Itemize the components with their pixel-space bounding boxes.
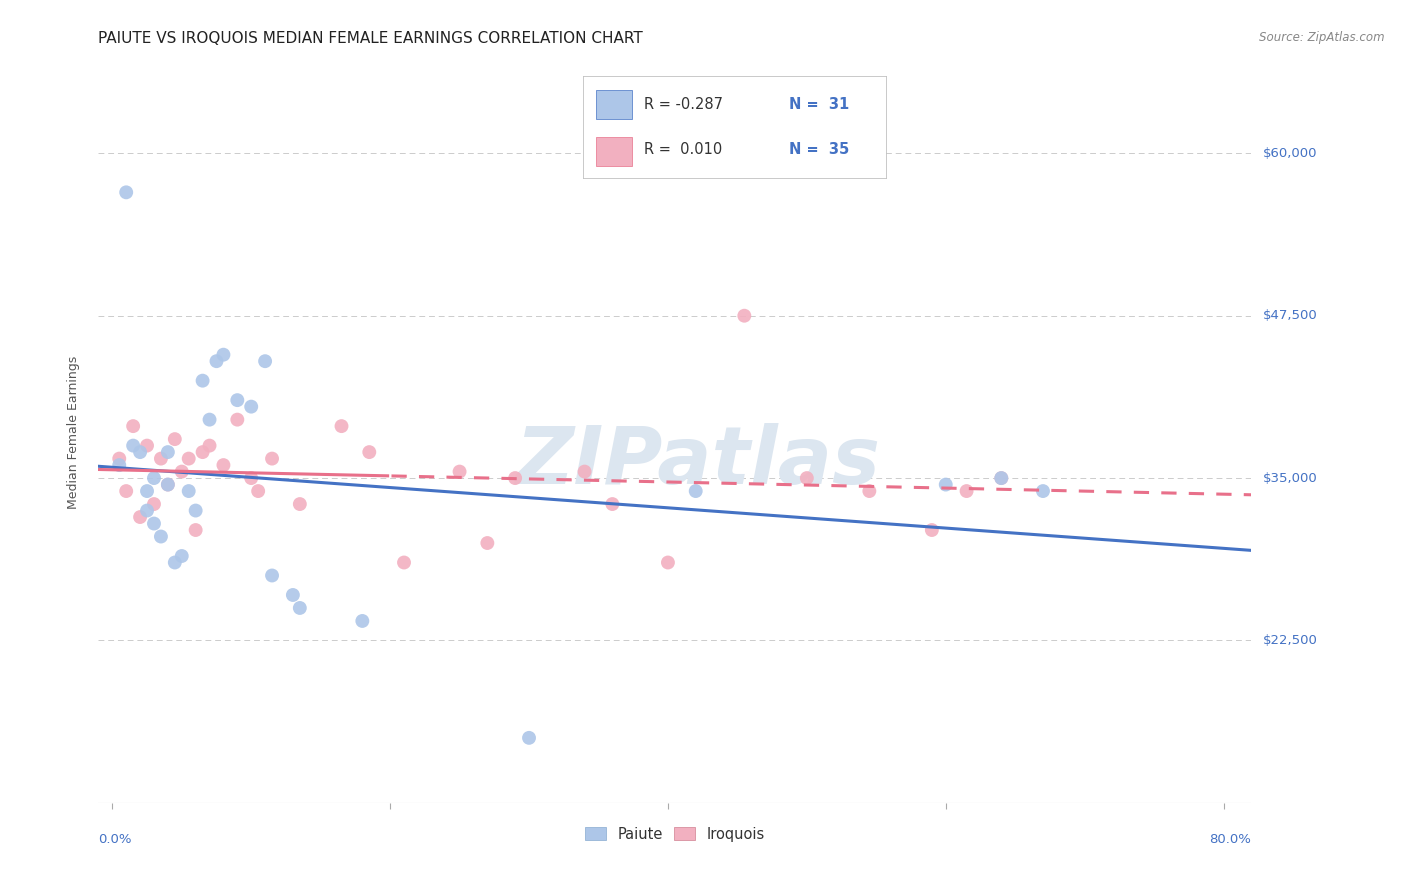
Point xyxy=(240,400,263,414)
Point xyxy=(122,419,145,434)
Text: $60,000: $60,000 xyxy=(1263,147,1317,160)
Point xyxy=(108,458,131,472)
Point xyxy=(574,465,596,479)
Point xyxy=(191,374,214,388)
Point xyxy=(129,445,152,459)
Point xyxy=(170,549,193,563)
Point xyxy=(602,497,624,511)
FancyBboxPatch shape xyxy=(596,90,631,119)
Text: ZIPatlas: ZIPatlas xyxy=(516,423,880,501)
Point xyxy=(247,484,270,499)
Point xyxy=(796,471,818,485)
Point xyxy=(477,536,499,550)
Point xyxy=(921,523,943,537)
Point xyxy=(136,439,159,453)
Point xyxy=(212,348,235,362)
Point xyxy=(136,484,159,499)
Point xyxy=(260,451,283,466)
Point xyxy=(288,497,311,511)
Point xyxy=(177,484,200,499)
Text: 80.0%: 80.0% xyxy=(1209,833,1251,847)
Text: 0.0%: 0.0% xyxy=(98,833,132,847)
Point xyxy=(115,484,138,499)
Point xyxy=(288,601,311,615)
Point xyxy=(990,471,1012,485)
Point xyxy=(990,471,1012,485)
Point xyxy=(122,439,145,453)
Point xyxy=(254,354,277,368)
Point xyxy=(108,451,131,466)
Text: $47,500: $47,500 xyxy=(1263,310,1317,322)
Point xyxy=(281,588,304,602)
Text: R =  0.010: R = 0.010 xyxy=(644,142,723,157)
Point xyxy=(136,503,159,517)
Point xyxy=(198,412,221,426)
Point xyxy=(143,516,166,531)
Text: $35,000: $35,000 xyxy=(1263,472,1317,484)
Point xyxy=(163,432,186,446)
Point xyxy=(226,412,249,426)
Point xyxy=(205,354,228,368)
Point xyxy=(260,568,283,582)
Point xyxy=(955,484,977,499)
Point xyxy=(392,556,415,570)
Point xyxy=(170,465,193,479)
Text: $22,500: $22,500 xyxy=(1263,634,1317,647)
Point xyxy=(733,309,755,323)
Legend: Paiute, Iroquois: Paiute, Iroquois xyxy=(579,821,770,847)
Point xyxy=(352,614,374,628)
Point xyxy=(163,556,186,570)
Point xyxy=(149,451,172,466)
Point xyxy=(359,445,381,459)
Point xyxy=(156,477,179,491)
Point xyxy=(685,484,707,499)
Point xyxy=(330,419,353,434)
Point xyxy=(657,556,679,570)
Point xyxy=(115,186,138,200)
Y-axis label: Median Female Earnings: Median Female Earnings xyxy=(67,356,80,509)
Point xyxy=(177,451,200,466)
Text: N =  31: N = 31 xyxy=(789,97,849,112)
Point xyxy=(226,393,249,408)
Text: N =  35: N = 35 xyxy=(789,142,849,157)
Point xyxy=(156,477,179,491)
Point xyxy=(1032,484,1054,499)
Point xyxy=(449,465,471,479)
Text: PAIUTE VS IROQUOIS MEDIAN FEMALE EARNINGS CORRELATION CHART: PAIUTE VS IROQUOIS MEDIAN FEMALE EARNING… xyxy=(98,31,643,46)
Point xyxy=(143,497,166,511)
Point xyxy=(212,458,235,472)
Point xyxy=(184,523,207,537)
Text: R = -0.287: R = -0.287 xyxy=(644,97,723,112)
Point xyxy=(149,529,172,543)
FancyBboxPatch shape xyxy=(596,137,631,166)
Point xyxy=(156,445,179,459)
Point xyxy=(935,477,957,491)
Point xyxy=(503,471,526,485)
Point xyxy=(517,731,540,745)
Point xyxy=(858,484,880,499)
Point xyxy=(129,510,152,524)
Point xyxy=(191,445,214,459)
Point xyxy=(240,471,263,485)
Text: Source: ZipAtlas.com: Source: ZipAtlas.com xyxy=(1260,31,1385,45)
Point xyxy=(184,503,207,517)
Point xyxy=(143,471,166,485)
Point xyxy=(198,439,221,453)
